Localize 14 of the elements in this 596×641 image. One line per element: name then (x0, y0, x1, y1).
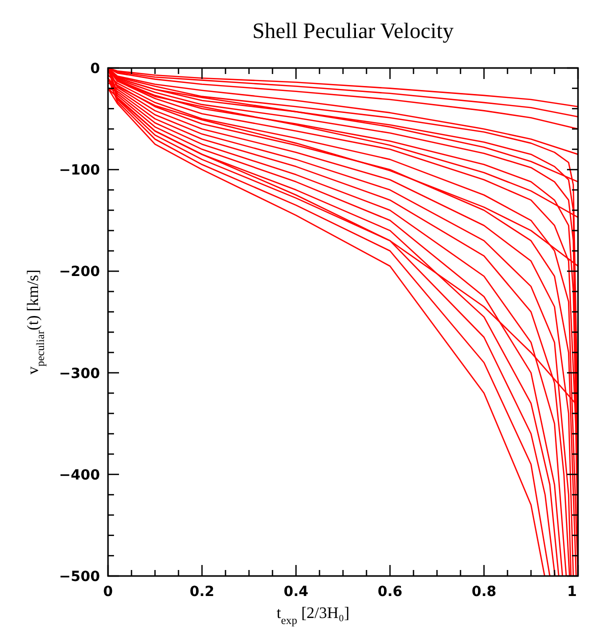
y-tick-label: −300 (59, 366, 100, 382)
chart-title: Shell Peculiar Velocity (252, 18, 454, 43)
y-tick-label: 0 (90, 61, 100, 77)
x-tick-label: 0.8 (472, 584, 496, 600)
x-tick-label: 0.2 (190, 584, 214, 600)
x-tick-label: 0.4 (284, 584, 309, 600)
y-tick-label: −100 (59, 162, 100, 179)
x-axis-title: t$_{exp}$ [2/3H₀] (276, 605, 350, 627)
y-tick-label: −400 (59, 467, 100, 484)
x-tick-label: 0.6 (378, 584, 402, 600)
y-tick-label: −500 (59, 569, 100, 585)
y-tick-label: −200 (59, 264, 100, 280)
x-tick-label: 0 (103, 584, 114, 600)
x-tick-label: 1 (567, 584, 577, 600)
